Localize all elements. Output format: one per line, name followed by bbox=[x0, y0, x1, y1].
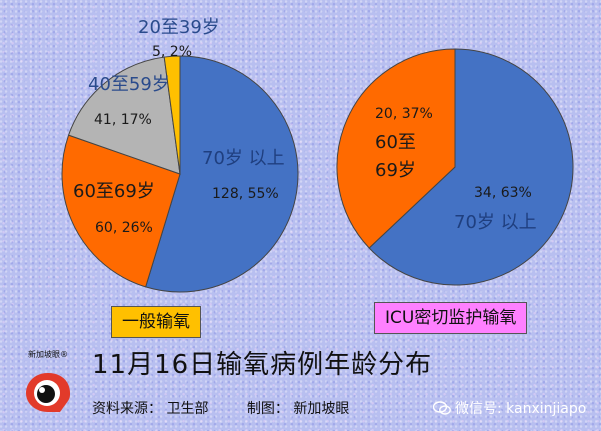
icu-slice-0 bbox=[368, 48, 574, 286]
eye-logo-icon bbox=[26, 373, 70, 412]
pie-chart-icu-oxygen bbox=[336, 48, 574, 286]
label-value-70-plus: 128, 55% bbox=[212, 186, 279, 202]
general-slice-0 bbox=[145, 55, 299, 293]
icu-slice-1 bbox=[336, 48, 456, 249]
source-line: 资料来源： 卫生部 制图： 新加坡眼 bbox=[92, 398, 383, 418]
pie-chart-general-oxygen bbox=[61, 55, 299, 293]
label-value-icu-60-69: 20, 37% bbox=[375, 106, 433, 122]
label-value-icu-70-plus: 34, 63% bbox=[474, 185, 532, 201]
logo-text: 新加坡眼® bbox=[28, 350, 68, 359]
kanxinjiapo-logo: 新加坡眼® bbox=[20, 349, 76, 415]
label-category-icu-70-plus: 70岁 以上 bbox=[454, 212, 537, 233]
wechat-text: 微信号: kanxinjiapo bbox=[455, 401, 587, 417]
general-slice-3 bbox=[163, 55, 181, 175]
label-value-40-59: 41, 17% bbox=[94, 112, 152, 128]
maker-text: 制图： 新加坡眼 bbox=[246, 401, 350, 417]
label-category-icu-60-69-line2: 69岁 bbox=[375, 160, 416, 181]
label-category-icu-60-69-line1: 60至 bbox=[375, 132, 416, 153]
label-category-60-69: 60至69岁 bbox=[73, 181, 155, 202]
label-category-40-59: 40至59岁 bbox=[88, 74, 170, 95]
source-text: 资料来源： 卫生部 bbox=[92, 401, 209, 417]
chart-title: 11月16日输氧病例年龄分布 bbox=[92, 350, 433, 380]
general-slice-2 bbox=[67, 56, 181, 175]
legend-icu-oxygen: ICU密切监护输氧 bbox=[374, 302, 528, 334]
label-value-20-39: 5, 2% bbox=[152, 44, 192, 60]
wechat-id: 微信号: kanxinjiapo bbox=[433, 398, 586, 418]
wechat-icon bbox=[433, 401, 451, 415]
legend-general-oxygen: 一般输氧 bbox=[111, 306, 201, 338]
label-category-70-plus: 70岁 以上 bbox=[202, 148, 285, 169]
general-slice-1 bbox=[61, 134, 181, 288]
label-value-60-69: 60, 26% bbox=[95, 220, 153, 236]
label-category-20-39: 20至39岁 bbox=[138, 17, 220, 38]
